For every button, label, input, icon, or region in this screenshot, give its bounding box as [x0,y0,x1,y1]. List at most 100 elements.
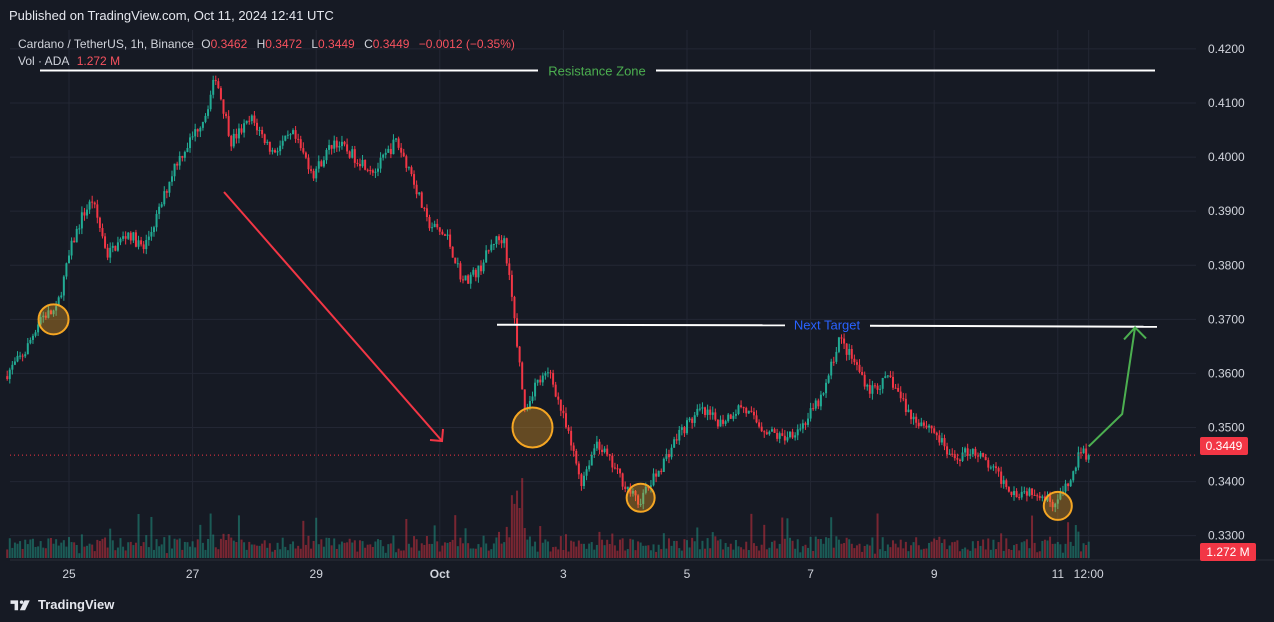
candle-body[interactable] [351,149,354,158]
candle-body[interactable] [886,375,889,377]
candle-body[interactable] [1051,501,1054,508]
candle-body[interactable] [544,373,547,376]
candle-body[interactable] [603,448,606,452]
candle-body[interactable] [474,269,477,278]
candle-body[interactable] [1025,491,1028,496]
candle-body[interactable] [742,407,745,409]
candle-body[interactable] [585,469,588,476]
candle-body[interactable] [691,418,694,423]
candle-body[interactable] [1015,491,1018,498]
candle-body[interactable] [191,136,194,138]
candle-body[interactable] [693,415,696,423]
candle-body[interactable] [62,276,65,296]
candle-body[interactable] [348,151,351,158]
candle-body[interactable] [480,265,482,272]
candle-body[interactable] [688,418,691,421]
candle-body[interactable] [508,263,511,275]
candle-body[interactable] [611,455,614,468]
candle-body[interactable] [407,167,410,169]
candle-body[interactable] [225,113,228,117]
candle-body[interactable] [6,376,9,380]
candle-body[interactable] [881,377,884,389]
candle-body[interactable] [116,242,119,251]
candle-body[interactable] [405,156,408,168]
candle-body[interactable] [1074,467,1077,472]
candle-body[interactable] [80,212,83,229]
candle-body[interactable] [88,201,91,210]
candle-body[interactable] [701,407,704,409]
candle-body[interactable] [675,439,678,441]
candle-body[interactable] [96,204,99,218]
candle-body[interactable] [837,337,840,352]
candle-body[interactable] [1002,480,1005,484]
candle-body[interactable] [490,244,493,251]
candle-body[interactable] [922,422,925,426]
candle-body[interactable] [984,456,987,461]
candle-body[interactable] [24,354,27,357]
candle-body[interactable] [783,435,786,441]
candle-body[interactable] [946,446,949,455]
candle-body[interactable] [951,453,954,455]
candle-body[interactable] [328,145,331,150]
candle-body[interactable] [1054,503,1057,508]
candle-body[interactable] [564,413,567,428]
candle-body[interactable] [938,435,941,443]
candle-body[interactable] [199,127,202,132]
candle-body[interactable] [910,409,913,420]
candle-body[interactable] [552,372,555,385]
candle-body[interactable] [217,81,220,89]
candle-body[interactable] [469,274,472,284]
candle-body[interactable] [361,159,364,167]
candle-body[interactable] [379,157,382,169]
candle-body[interactable] [147,236,150,240]
candle-body[interactable] [176,163,179,166]
candle-body[interactable] [660,470,663,472]
candle-body[interactable] [876,385,879,390]
candle-body[interactable] [124,236,127,239]
candle-body[interactable] [13,361,16,365]
candle-body[interactable] [1085,448,1088,460]
candle-body[interactable] [1064,483,1067,492]
candle-body[interactable] [786,437,789,441]
candle-body[interactable] [459,263,462,280]
candle-body[interactable] [825,382,828,394]
candle-body[interactable] [745,407,748,414]
candle-body[interactable] [356,162,359,164]
candle-body[interactable] [670,447,673,458]
candle-body[interactable] [801,423,804,429]
candle-body[interactable] [686,420,688,434]
candle-body[interactable] [974,448,977,456]
candle-body[interactable] [804,423,807,425]
candle-body[interactable] [732,415,735,419]
candle-body[interactable] [237,128,240,139]
candle-body[interactable] [132,232,135,241]
candle-body[interactable] [114,245,117,251]
candle-body[interactable] [55,306,58,311]
candle-body[interactable] [8,369,11,380]
candle-body[interactable] [935,432,938,436]
candle-body[interactable] [642,492,645,504]
candle-body[interactable] [140,240,143,245]
candle-body[interactable] [518,346,521,363]
candle-body[interactable] [868,384,871,394]
candle-body[interactable] [70,240,73,256]
candle-body[interactable] [673,439,676,448]
candle-body[interactable] [917,422,920,427]
candle-body[interactable] [274,150,276,153]
candle-body[interactable] [873,385,876,387]
candle-body[interactable] [904,398,907,413]
candle-body[interactable] [338,146,341,148]
candle-body[interactable] [629,486,632,494]
candle-body[interactable] [616,468,619,470]
candle-body[interactable] [1049,495,1052,502]
candle-body[interactable] [451,246,454,258]
candle-body[interactable] [420,192,423,208]
candle-body[interactable] [1041,496,1044,499]
candle-body[interactable] [1059,492,1062,500]
candle-body[interactable] [958,459,961,461]
candle-body[interactable] [485,250,488,263]
candle-body[interactable] [297,138,300,140]
candle-body[interactable] [858,364,861,372]
candle-body[interactable] [683,427,686,434]
candle-body[interactable] [606,448,609,455]
